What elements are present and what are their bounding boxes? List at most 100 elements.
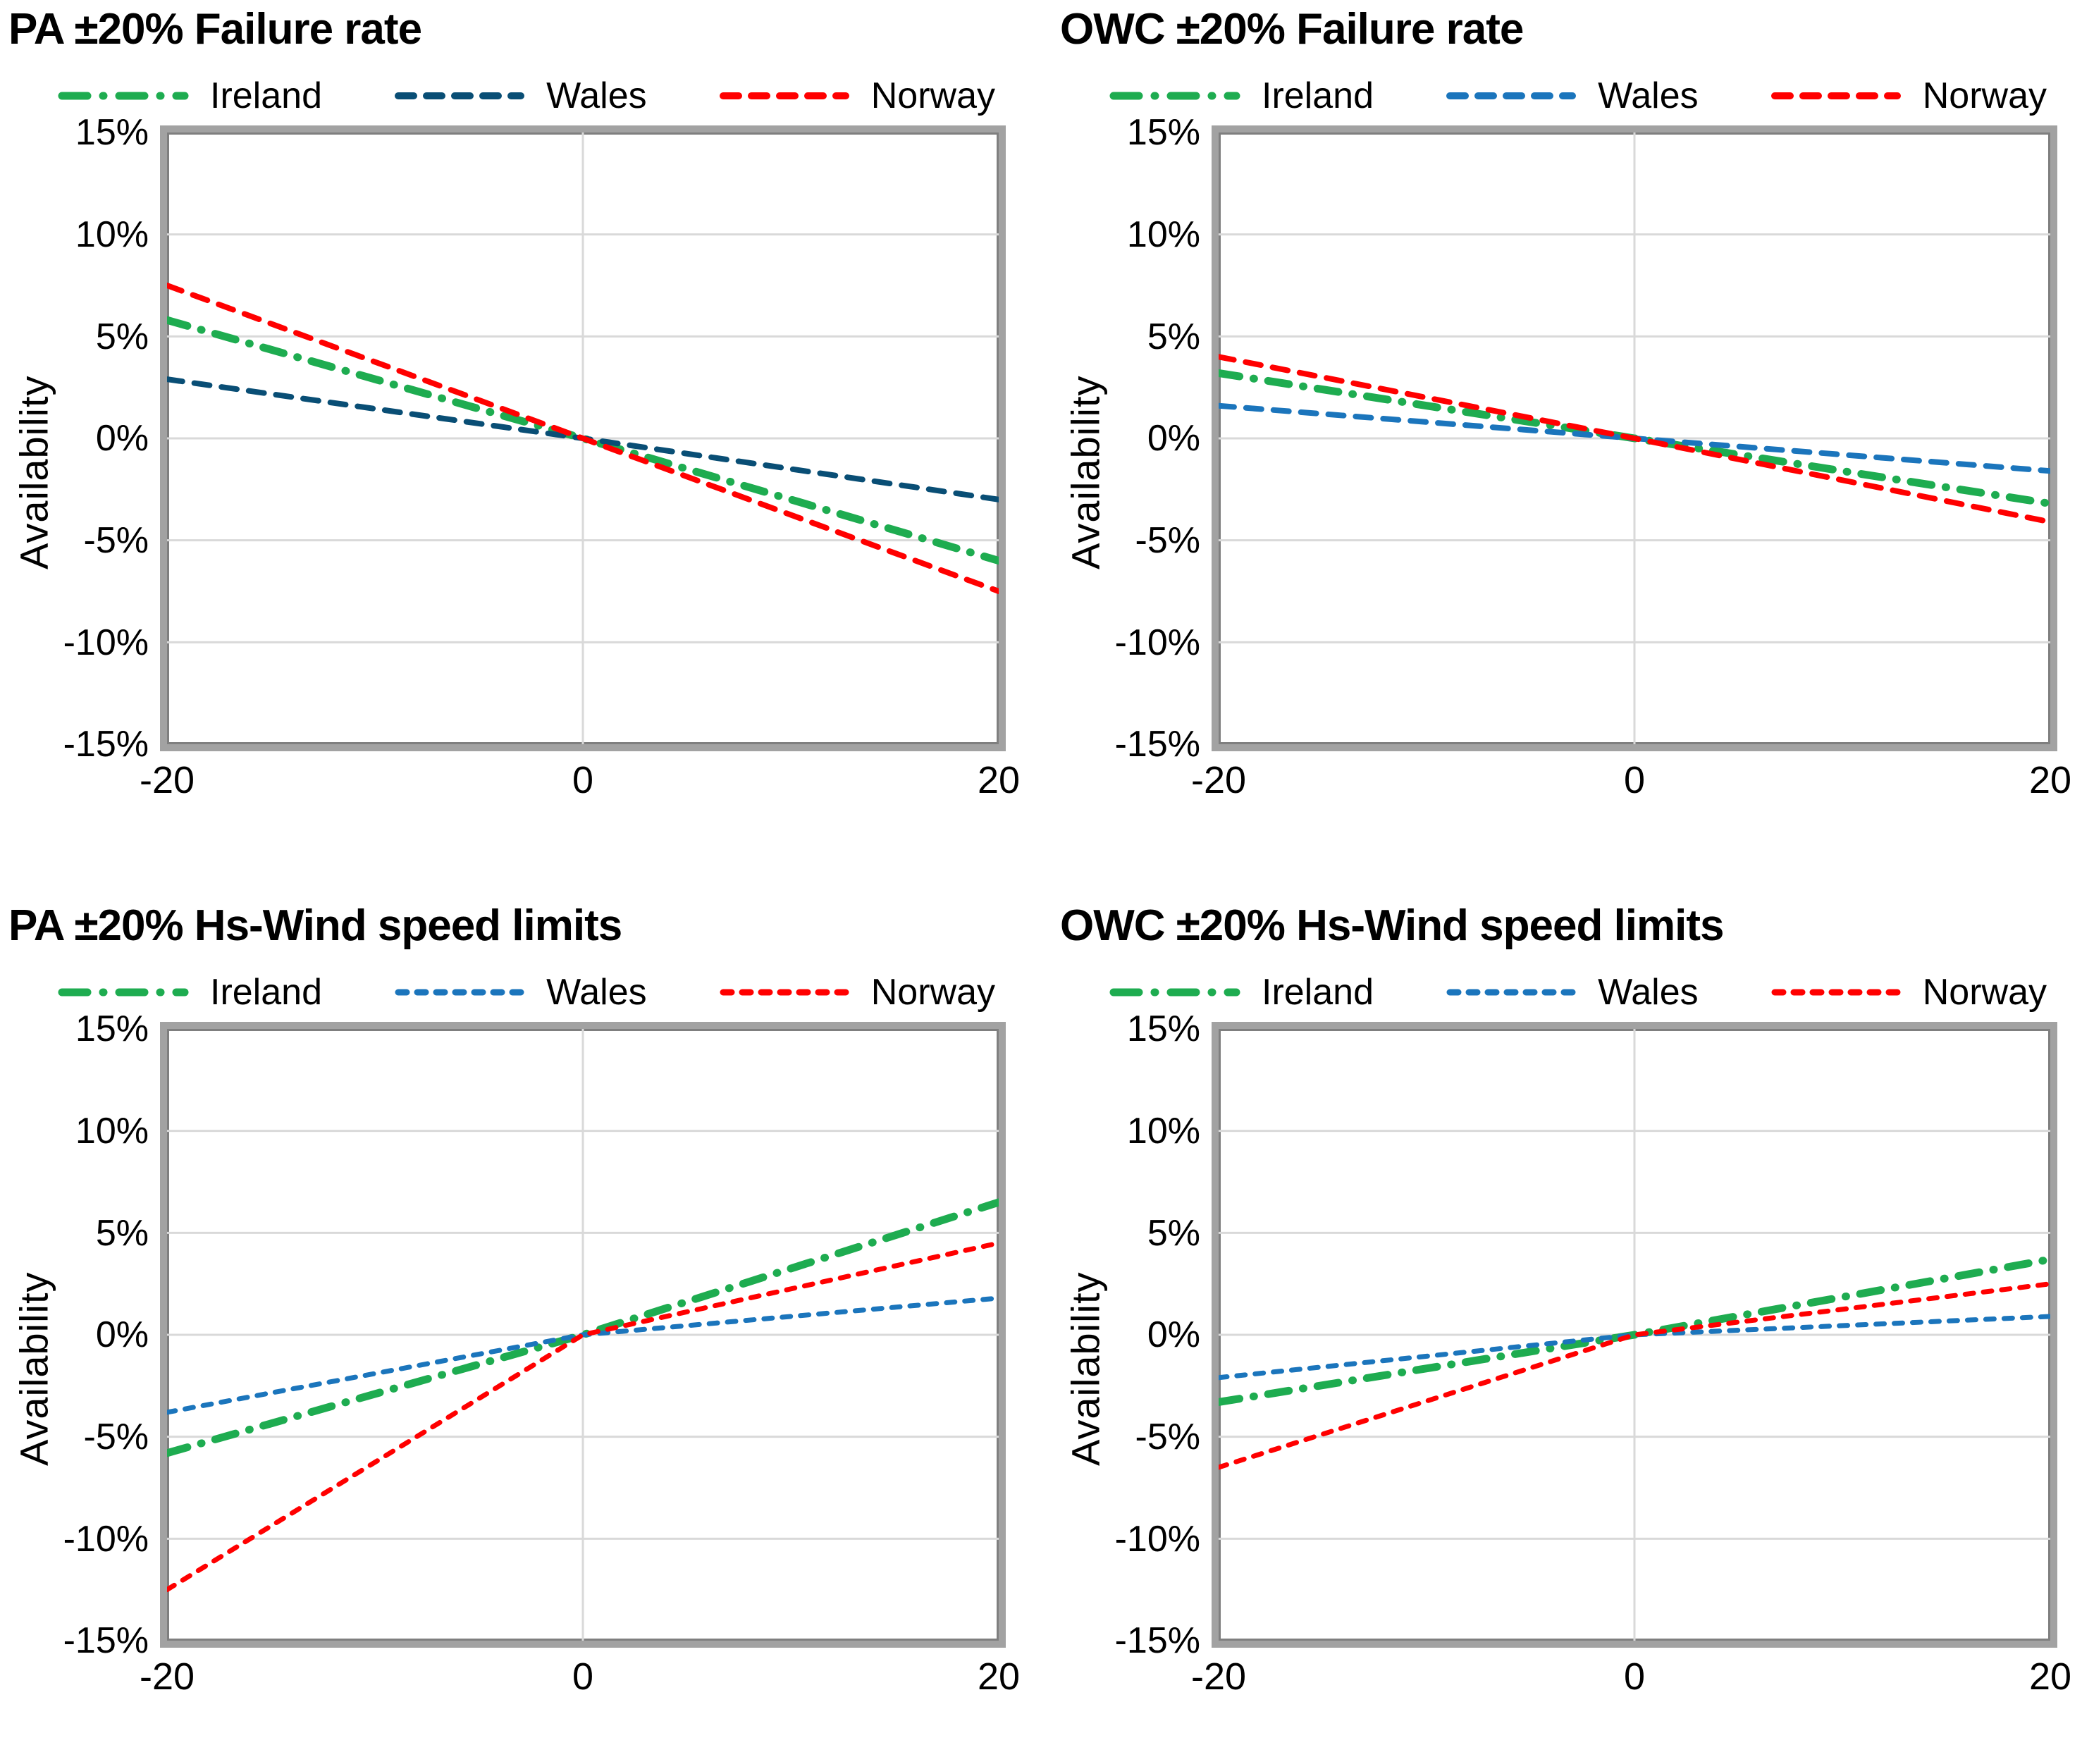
- legend-item-ireland: Ireland: [58, 78, 322, 114]
- series-line-norway: [167, 283, 999, 595]
- x-axis-ticks: -20 0 20: [1191, 1655, 2071, 1715]
- plot-wrap: -20 0 20: [1191, 1022, 2071, 1715]
- chart-body: Availability 15% 10% 5% 0% -5% -10% -15% -20 0 2…: [1060, 1009, 2072, 1715]
- x-tick-label: 20: [977, 1655, 1021, 1698]
- y-tick-label: 5%: [95, 316, 149, 357]
- series-line-norway: [1219, 354, 2050, 525]
- x-axis-ticks: -20 0 20: [140, 1655, 1020, 1715]
- x-axis-ticks: -20 0 20: [140, 758, 1020, 819]
- x-tick-label: 0: [1623, 759, 1646, 802]
- y-tick-label: 0%: [1147, 1314, 1200, 1356]
- plot-canvas: [167, 132, 999, 745]
- plot-wrap: -20 0 20: [140, 125, 1020, 819]
- x-tick-label: 0: [572, 759, 594, 802]
- y-tick-label: 10%: [75, 214, 149, 255]
- legend-item-norway: Norway: [1770, 78, 2047, 114]
- legend-item-ireland: Ireland: [58, 974, 322, 1011]
- figure-grid: PA ±20% Failure rate Ireland Wales Norway …: [8, 5, 2072, 1715]
- legend-label: Wales: [546, 75, 647, 117]
- plot-area: [1212, 1022, 2057, 1648]
- chart-title: OWC ±20% Hs-Wind speed limits: [1060, 901, 1725, 951]
- y-tick-label: 10%: [75, 1111, 149, 1152]
- chart-legend: Ireland Wales Norway: [8, 963, 1016, 1022]
- y-tick-label: 0%: [95, 1314, 149, 1356]
- y-tick-label: 15%: [1126, 112, 1200, 154]
- norway-line-sample-icon: [719, 92, 849, 100]
- chart-title: PA ±20% Failure rate: [8, 5, 422, 54]
- series-line-wales: [1219, 1314, 2050, 1381]
- y-tick-label: -10%: [63, 622, 149, 663]
- y-tick-label: 5%: [95, 1212, 149, 1254]
- legend-label: Norway: [1922, 75, 2047, 117]
- y-tick-label: -5%: [83, 519, 149, 561]
- y-tick-label: 10%: [1126, 1111, 1200, 1152]
- legend-item-wales: Wales: [394, 974, 647, 1011]
- y-tick-label: -10%: [63, 1518, 149, 1560]
- legend-item-ireland: Ireland: [1109, 78, 1374, 114]
- chart-legend: Ireland Wales Norway: [1060, 963, 2068, 1022]
- legend-label: Ireland: [1262, 972, 1374, 1013]
- norway-line-sample-icon: [1771, 989, 1901, 996]
- x-tick-label: 0: [1623, 1655, 1646, 1698]
- chart-body: Availability 15% 10% 5% 0% -5% -10% -15% -20 0 2…: [1060, 112, 2072, 819]
- legend-label: Wales: [1598, 972, 1699, 1013]
- plot-canvas: [167, 1029, 999, 1641]
- y-axis-ticks: 15% 10% 5% 0% -5% -10% -15%: [1111, 112, 1212, 819]
- chart-legend: Ireland Wales Norway: [1060, 66, 2068, 125]
- y-tick-label: 0%: [1147, 418, 1200, 459]
- legend-label: Norway: [870, 75, 995, 117]
- y-tick-label: -5%: [1135, 1417, 1200, 1458]
- y-axis-ticks: 15% 10% 5% 0% -5% -10% -15%: [1111, 1009, 1212, 1715]
- legend-item-wales: Wales: [1446, 78, 1699, 114]
- legend-item-wales: Wales: [394, 78, 647, 114]
- y-tick-label: 5%: [1147, 316, 1200, 357]
- legend-label: Norway: [1922, 972, 2047, 1013]
- x-tick-label: -20: [139, 1655, 195, 1698]
- series-line-wales: [167, 1295, 999, 1415]
- plot-area: [160, 125, 1006, 752]
- plot-canvas: [1219, 1029, 2050, 1641]
- x-tick-label: 20: [2028, 759, 2072, 802]
- legend-item-ireland: Ireland: [1109, 974, 1374, 1011]
- legend-item-norway: Norway: [719, 974, 995, 1011]
- series-line-norway: [167, 1240, 999, 1593]
- x-tick-label: -20: [1190, 1655, 1247, 1698]
- ireland-line-sample-icon: [1109, 988, 1240, 997]
- series-line-ireland: [1219, 1255, 2050, 1407]
- y-axis-title: Availability: [1063, 1271, 1108, 1467]
- y-tick-label: -10%: [1114, 1518, 1200, 1560]
- wales-line-sample-icon: [1446, 92, 1577, 100]
- y-tick-label: 15%: [75, 112, 149, 154]
- y-tick-label: -15%: [1114, 1620, 1200, 1662]
- plot-wrap: -20 0 20: [1191, 125, 2071, 819]
- y-tick-label: 0%: [95, 418, 149, 459]
- y-tick-label: -15%: [63, 724, 149, 765]
- y-axis-ticks: 15% 10% 5% 0% -5% -10% -15%: [59, 1009, 160, 1715]
- y-tick-label: -15%: [63, 1620, 149, 1662]
- chart-body: Availability 15% 10% 5% 0% -5% -10% -15% -20 0 2…: [8, 112, 1021, 819]
- ireland-line-sample-icon: [1109, 92, 1240, 100]
- x-tick-label: 20: [2028, 1655, 2072, 1698]
- y-tick-label: 15%: [75, 1009, 149, 1050]
- x-tick-label: -20: [1190, 759, 1247, 802]
- series-line-norway: [1219, 1281, 2050, 1470]
- panel-pa-hs-wind-limits: PA ±20% Hs-Wind speed limits Ireland Wale…: [8, 901, 1021, 1715]
- norway-line-sample-icon: [1770, 92, 1901, 100]
- x-axis-ticks: -20 0 20: [1191, 758, 2071, 819]
- norway-line-sample-icon: [720, 989, 849, 996]
- y-tick-label: -5%: [83, 1417, 149, 1458]
- legend-item-norway: Norway: [719, 78, 995, 114]
- x-tick-label: 0: [572, 1655, 594, 1698]
- chart-title: PA ±20% Hs-Wind speed limits: [8, 901, 622, 951]
- panel-pa-failure-rate: PA ±20% Failure rate Ireland Wales Norway …: [8, 5, 1021, 819]
- plot-area: [1212, 125, 2057, 752]
- y-axis-title: Availability: [1063, 375, 1108, 569]
- chart-body: Availability 15% 10% 5% 0% -5% -10% -15% -20 0 2…: [8, 1009, 1021, 1715]
- chart-legend: Ireland Wales Norway: [8, 66, 1016, 125]
- legend-item-wales: Wales: [1446, 974, 1699, 1011]
- y-tick-label: -15%: [1114, 724, 1200, 765]
- legend-label: Norway: [870, 972, 995, 1013]
- wales-line-sample-icon: [395, 989, 524, 996]
- wales-line-sample-icon: [395, 92, 525, 100]
- y-tick-label: -10%: [1114, 622, 1200, 663]
